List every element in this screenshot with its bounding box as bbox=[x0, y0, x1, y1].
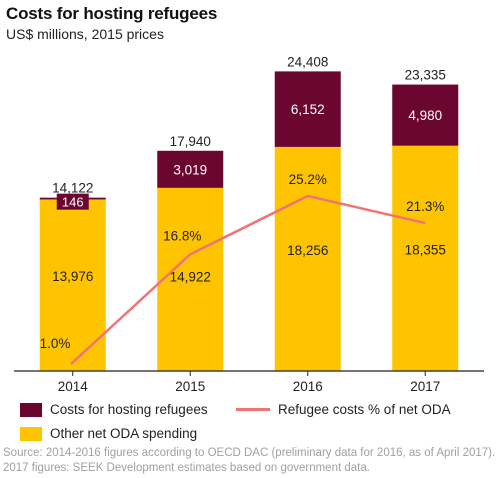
bar-oda-2015 bbox=[157, 187, 224, 371]
legend-label-hosting: Costs for hosting refugees bbox=[50, 402, 208, 417]
bar-label-oda-2017: 18,355 bbox=[405, 242, 446, 257]
bar-hosting-2015 bbox=[157, 150, 224, 188]
legend-item-hosting: Costs for hosting refugees bbox=[20, 402, 208, 417]
legend-swatch-oda bbox=[20, 426, 42, 441]
bar-hosting-2016 bbox=[274, 71, 341, 147]
bar-label-oda-2015: 14,922 bbox=[170, 269, 211, 284]
chart-legend: Costs for hosting refugees Refugee costs… bbox=[14, 400, 494, 448]
chart-source-note: Source: 2014-2016 figures according to O… bbox=[3, 447, 496, 474]
legend-label-oda: Other net ODA spending bbox=[50, 426, 198, 441]
bar-total-2017: 23,335 bbox=[405, 68, 446, 83]
line-refugee-pct bbox=[70, 194, 426, 365]
legend-swatch-hosting bbox=[20, 402, 42, 417]
bar-label-hosting-2014: 146 bbox=[62, 195, 84, 210]
bar-label-hosting-2016: 6,152 bbox=[291, 102, 325, 117]
chart-subtitle: US$ millions, 2015 prices bbox=[6, 26, 164, 42]
bar-oda-2016 bbox=[274, 146, 341, 371]
bar-label-box-hosting-2014 bbox=[56, 193, 89, 210]
x-tick-2017: 2017 bbox=[410, 379, 440, 394]
x-tick-2014: 2014 bbox=[58, 379, 89, 394]
bar-total-2016: 24,408 bbox=[287, 54, 328, 69]
bar-hosting-2017 bbox=[392, 84, 459, 146]
chart-title: Costs for hosting refugees bbox=[6, 4, 218, 23]
line-label-2017: 21.3% bbox=[406, 199, 444, 214]
legend-item-line: Refugee costs % of net ODA bbox=[236, 402, 451, 417]
x-tick-2016: 2016 bbox=[293, 379, 323, 394]
bar-total-2015: 17,940 bbox=[170, 134, 211, 149]
x-tick-2015: 2015 bbox=[175, 379, 205, 394]
line-label-2015: 16.8% bbox=[163, 228, 201, 243]
bar-label-hosting-2015: 3,019 bbox=[173, 162, 207, 177]
bar-label-hosting-2017: 4,980 bbox=[408, 108, 442, 123]
bar-label-oda-2014: 13,976 bbox=[52, 269, 93, 284]
legend-label-line: Refugee costs % of net ODA bbox=[278, 402, 451, 417]
line-label-2016: 25.2% bbox=[289, 172, 327, 187]
bar-oda-2017 bbox=[392, 145, 459, 371]
bar-total-2014: 14,122 bbox=[52, 181, 93, 196]
bar-label-oda-2016: 18,256 bbox=[287, 243, 328, 258]
line-label-2014: 1.0% bbox=[40, 336, 71, 351]
legend-swatch-line bbox=[236, 408, 270, 411]
legend-item-oda: Other net ODA spending bbox=[20, 426, 197, 441]
